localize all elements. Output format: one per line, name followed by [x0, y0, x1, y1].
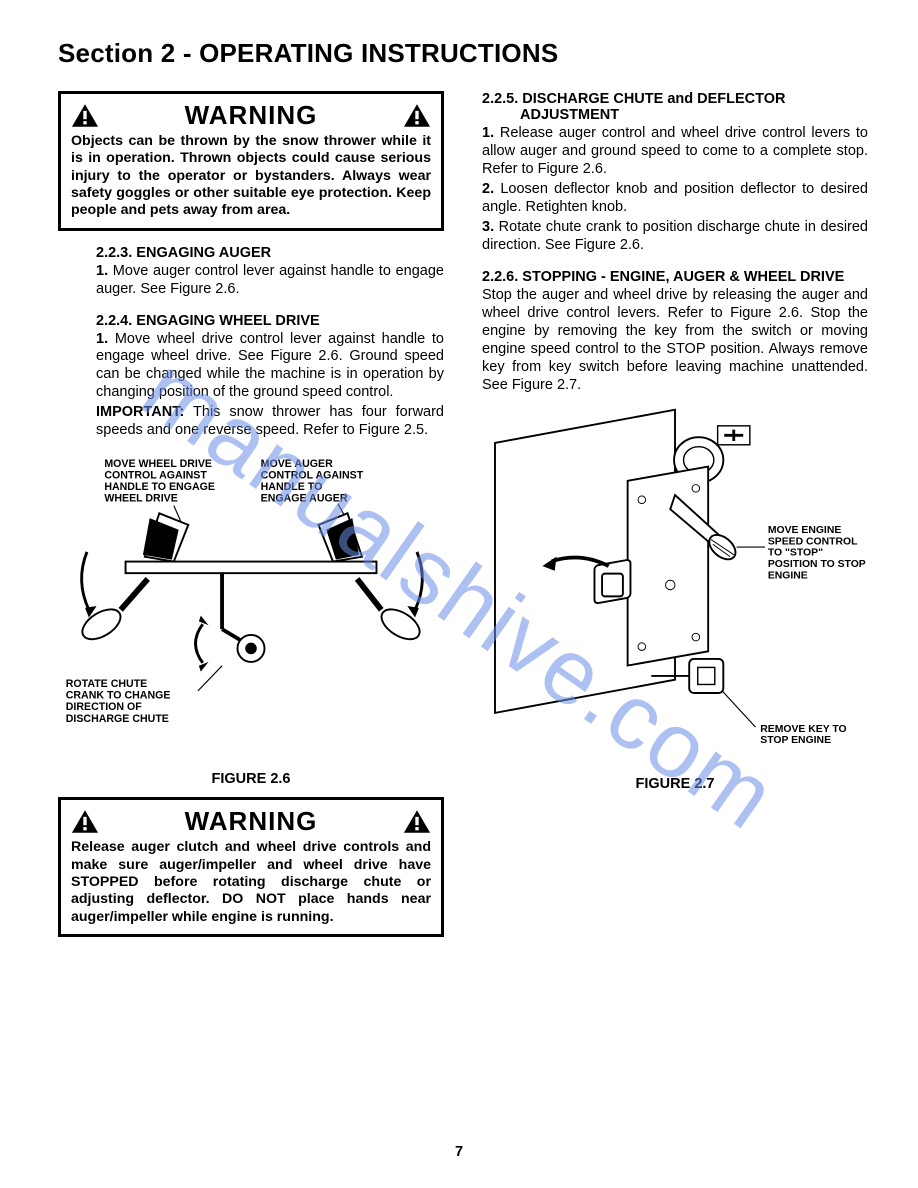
warning-box-1: WARNING Objects can be thrown by the sno… — [58, 91, 444, 231]
heading-224: 2.2.4. ENGAGING WHEEL DRIVE — [58, 313, 444, 329]
num-225-1: 1. — [482, 125, 494, 141]
page-number: 7 — [0, 1144, 918, 1160]
warning-icon — [71, 809, 99, 834]
para-225-1: 1. Release auger control and wheel drive… — [482, 125, 868, 179]
warning-header-2: WARNING — [71, 806, 431, 837]
para-226: Stop the auger and wheel drive by releas… — [482, 287, 868, 395]
fig26-label-auger: MOVE AUGER CONTROL AGAINST HANDLE TO ENG… — [261, 458, 367, 505]
warning-box-2: WARNING Release auger clutch and wheel d… — [58, 797, 444, 937]
manual-page: manualshive.com Section 2 - OPERATING IN… — [0, 0, 918, 1188]
text-225-1: Release auger control and wheel drive co… — [482, 125, 868, 177]
heading-226: 2.2.6. STOPPING - ENGINE, AUGER & WHEEL … — [482, 269, 868, 285]
num-225-3: 3. — [482, 219, 494, 235]
right-lever — [319, 514, 425, 646]
para-225-3: 3. Rotate chute crank to position discha… — [482, 219, 868, 255]
warning-header-1: WARNING — [71, 100, 431, 131]
text-225-3: Rotate chute crank to position discharge… — [482, 219, 868, 253]
text-224-1: Move wheel drive control lever against h… — [96, 331, 444, 401]
fig26-label-wheel: MOVE WHEEL DRIVE CONTROL AGAINST HANDLE … — [104, 458, 218, 505]
fig27-label-speed: MOVE ENGINE SPEED CONTROL TO "STOP" POSI… — [768, 524, 868, 580]
content-columns: WARNING Objects can be thrown by the sno… — [58, 91, 868, 951]
para-224-2: IMPORTANT: This snow thrower has four fo… — [58, 404, 444, 440]
important-label: IMPORTANT: — [96, 404, 184, 420]
warning-body-2: Release auger clutch and wheel drive con… — [71, 839, 431, 926]
warning-title-2: WARNING — [185, 806, 318, 837]
warning-icon — [403, 103, 431, 128]
left-column: WARNING Objects can be thrown by the sno… — [58, 91, 444, 951]
fig27-label-key: REMOVE KEY TO STOP ENGINE — [760, 723, 849, 745]
section-title: Section 2 - OPERATING INSTRUCTIONS — [58, 38, 868, 69]
right-column: 2.2.5. DISCHARGE CHUTE and DEFLECTOR ADJ… — [482, 91, 868, 951]
para-225-2: 2. Loosen deflector knob and position de… — [482, 181, 868, 217]
num-225-2: 2. — [482, 181, 494, 197]
warning-title-1: WARNING — [185, 100, 318, 131]
heading-223: 2.2.3. ENGAGING AUGER — [58, 245, 444, 261]
warning-icon — [71, 103, 99, 128]
para-223-1: 1. Move auger control lever against hand… — [58, 263, 444, 299]
left-lever — [77, 514, 188, 646]
figure-26-caption: FIGURE 2.6 — [58, 771, 444, 787]
para-224-1: 1. Move wheel drive control lever agains… — [58, 331, 444, 403]
text-223-1: Move auger control lever against handle … — [96, 263, 444, 297]
figure-26: MOVE WHEEL DRIVE CONTROL AGAINST HANDLE … — [58, 450, 444, 760]
num-224-1: 1. — [96, 331, 108, 347]
figure-27-caption: FIGURE 2.7 — [482, 776, 868, 792]
text-225-2: Loosen deflector knob and position defle… — [482, 181, 868, 215]
figure-27: MOVE ENGINE SPEED CONTROL TO "STOP" POSI… — [482, 405, 868, 765]
warning-body-1: Objects can be thrown by the snow throwe… — [71, 133, 431, 220]
fig26-label-chute: ROTATE CHUTE CRANK TO CHANGE DIRECTION O… — [66, 678, 174, 725]
heading-225: 2.2.5. DISCHARGE CHUTE and DEFLECTOR ADJ… — [482, 91, 868, 123]
num-223-1: 1. — [96, 263, 108, 279]
chute-crank — [196, 573, 265, 691]
warning-icon — [403, 809, 431, 834]
